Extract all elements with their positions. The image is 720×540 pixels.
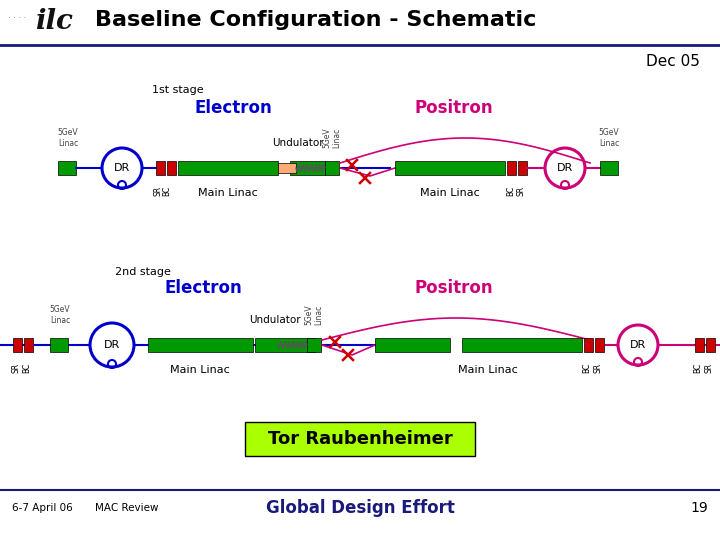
Text: · · · ·: · · · ·	[8, 14, 27, 23]
Text: Undulator: Undulator	[272, 138, 324, 148]
Bar	[462, 338, 582, 352]
Bar	[325, 161, 339, 175]
Bar	[167, 161, 176, 175]
Text: Dec 05: Dec 05	[646, 55, 700, 70]
Bar	[58, 161, 76, 175]
Text: Main Linac: Main Linac	[458, 365, 518, 375]
Bar	[50, 338, 68, 352]
Bar	[255, 338, 315, 352]
Text: SR: SR	[12, 363, 20, 373]
Text: Baseline Configuration - Schematic: Baseline Configuration - Schematic	[95, 10, 536, 30]
Text: 5GeV
Linac: 5GeV Linac	[305, 305, 324, 325]
Bar	[595, 338, 604, 352]
Text: 5GeV
Linac: 5GeV Linac	[58, 129, 78, 148]
Text: 19: 19	[690, 501, 708, 515]
Text: MAC Review: MAC Review	[95, 503, 158, 513]
Bar	[148, 338, 253, 352]
Bar	[706, 338, 715, 352]
Bar	[600, 161, 618, 175]
Bar	[13, 338, 22, 352]
Bar	[178, 161, 278, 175]
Text: Main Linac: Main Linac	[198, 188, 258, 198]
Text: BC: BC	[22, 363, 32, 373]
Bar	[24, 338, 33, 352]
Text: Tor Raubenheimer: Tor Raubenheimer	[268, 430, 452, 448]
Text: BC: BC	[506, 186, 516, 196]
Text: SR: SR	[153, 186, 163, 196]
Text: SR: SR	[704, 363, 714, 373]
Text: Electron: Electron	[195, 99, 273, 117]
Text: DR: DR	[104, 340, 120, 350]
Text: Global Design Effort: Global Design Effort	[266, 499, 454, 517]
Text: 5GeV
Linac: 5GeV Linac	[599, 129, 619, 148]
Text: DR: DR	[114, 163, 130, 173]
Bar	[518, 161, 527, 175]
Bar	[375, 338, 450, 352]
Text: 5GeV
Linac: 5GeV Linac	[50, 305, 71, 325]
Bar	[307, 338, 321, 352]
Text: BC: BC	[582, 363, 592, 373]
Bar	[695, 338, 704, 352]
Text: Positron: Positron	[415, 99, 494, 117]
Bar	[260, 340, 278, 350]
Text: Main Linac: Main Linac	[420, 188, 480, 198]
Text: Undulator: Undulator	[249, 315, 301, 325]
Text: SR: SR	[593, 363, 603, 373]
Text: BC: BC	[693, 363, 703, 373]
Bar	[290, 161, 325, 175]
Text: BC: BC	[163, 186, 171, 196]
Text: 6-7 April 06: 6-7 April 06	[12, 503, 73, 513]
Text: Positron: Positron	[415, 279, 494, 297]
Text: 5GeV
Linac: 5GeV Linac	[323, 127, 342, 148]
Text: Main Linac: Main Linac	[170, 365, 230, 375]
Bar	[245, 422, 475, 456]
Text: ilc: ilc	[35, 8, 73, 35]
Bar	[156, 161, 165, 175]
Text: DR: DR	[630, 340, 646, 350]
Bar	[395, 161, 505, 175]
Bar	[584, 338, 593, 352]
Text: 1st stage: 1st stage	[152, 85, 204, 95]
Text: 2nd stage: 2nd stage	[115, 267, 171, 277]
Bar	[278, 163, 296, 173]
Bar	[507, 161, 516, 175]
Text: SR: SR	[516, 186, 526, 196]
Text: Electron: Electron	[165, 279, 243, 297]
Text: DR: DR	[557, 163, 573, 173]
